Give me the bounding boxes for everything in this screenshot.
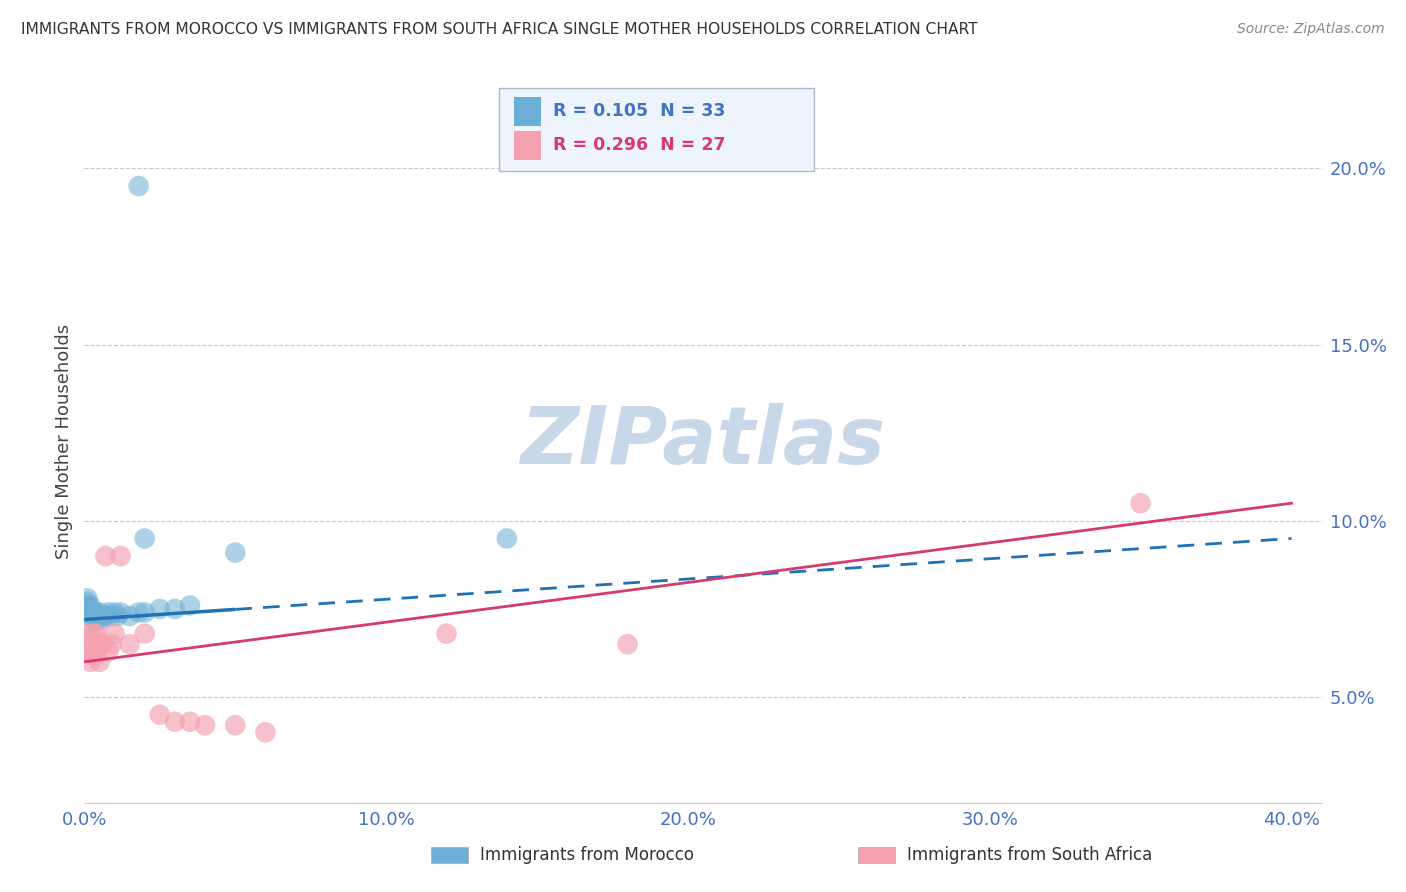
Point: [82, 609, 104, 624]
Bar: [513, 131, 541, 160]
Point: [79, 606, 101, 620]
Point: [76, 606, 98, 620]
Point: [76, 599, 98, 613]
Point: [91, 609, 114, 624]
Point: [134, 626, 156, 640]
Point: [436, 626, 458, 640]
Point: [134, 606, 156, 620]
Point: [110, 606, 132, 620]
Point: [134, 532, 156, 546]
Point: [76, 626, 98, 640]
Point: [224, 545, 246, 559]
Bar: [513, 97, 541, 126]
Point: [76, 595, 98, 609]
Point: [79, 602, 101, 616]
Text: IMMIGRANTS FROM MOROCCO VS IMMIGRANTS FROM SOUTH AFRICA SINGLE MOTHER HOUSEHOLDS: IMMIGRANTS FROM MOROCCO VS IMMIGRANTS FR…: [21, 22, 977, 37]
Point: [616, 637, 638, 651]
Bar: [858, 847, 894, 863]
Point: [100, 637, 122, 651]
Point: [89, 606, 111, 620]
Point: [97, 644, 120, 658]
Point: [224, 718, 246, 732]
Point: [103, 626, 125, 640]
Point: [89, 609, 111, 624]
Text: ZIPatlas: ZIPatlas: [520, 402, 886, 481]
Bar: [430, 847, 468, 863]
Point: [110, 549, 132, 563]
Point: [86, 648, 108, 662]
Point: [82, 613, 104, 627]
Point: [86, 613, 108, 627]
Point: [76, 602, 98, 616]
Point: [149, 707, 172, 722]
Point: [118, 637, 141, 651]
Y-axis label: Single Mother Households: Single Mother Households: [55, 324, 73, 559]
Text: R = 0.296  N = 27: R = 0.296 N = 27: [554, 136, 725, 154]
Point: [94, 609, 117, 624]
Point: [91, 637, 114, 651]
Point: [97, 606, 120, 620]
Point: [128, 606, 150, 620]
Point: [82, 606, 104, 620]
Point: [1129, 496, 1152, 510]
Point: [118, 609, 141, 624]
Point: [89, 637, 111, 651]
Point: [79, 599, 101, 613]
Point: [86, 609, 108, 624]
Point: [103, 606, 125, 620]
Point: [179, 599, 201, 613]
Text: Immigrants from South Africa: Immigrants from South Africa: [907, 846, 1153, 863]
Point: [89, 655, 111, 669]
Point: [179, 714, 201, 729]
Point: [107, 609, 129, 624]
Point: [495, 532, 517, 546]
Text: Immigrants from Morocco: Immigrants from Morocco: [481, 846, 695, 863]
Point: [82, 648, 104, 662]
Text: Source: ZipAtlas.com: Source: ZipAtlas.com: [1237, 22, 1385, 37]
Point: [76, 644, 98, 658]
Point: [100, 609, 122, 624]
Point: [91, 613, 114, 627]
Point: [194, 718, 217, 732]
Point: [94, 549, 117, 563]
Point: [86, 606, 108, 620]
Point: [86, 626, 108, 640]
Point: [76, 591, 98, 606]
Point: [163, 602, 186, 616]
Point: [254, 725, 277, 739]
Point: [82, 626, 104, 640]
Point: [163, 714, 186, 729]
Point: [79, 609, 101, 624]
Text: R = 0.105  N = 33: R = 0.105 N = 33: [554, 103, 725, 120]
Point: [79, 637, 101, 651]
Point: [128, 179, 150, 194]
FancyBboxPatch shape: [499, 87, 814, 170]
Point: [149, 602, 172, 616]
Point: [79, 655, 101, 669]
